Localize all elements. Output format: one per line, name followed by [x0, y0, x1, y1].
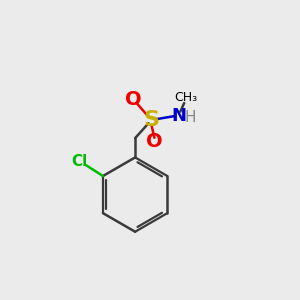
- Text: Cl: Cl: [71, 154, 88, 169]
- Text: O: O: [146, 133, 163, 152]
- Text: N: N: [171, 107, 186, 125]
- Text: S: S: [143, 110, 160, 130]
- Text: CH₃: CH₃: [174, 91, 197, 103]
- Text: O: O: [125, 90, 141, 109]
- Text: H: H: [184, 110, 196, 125]
